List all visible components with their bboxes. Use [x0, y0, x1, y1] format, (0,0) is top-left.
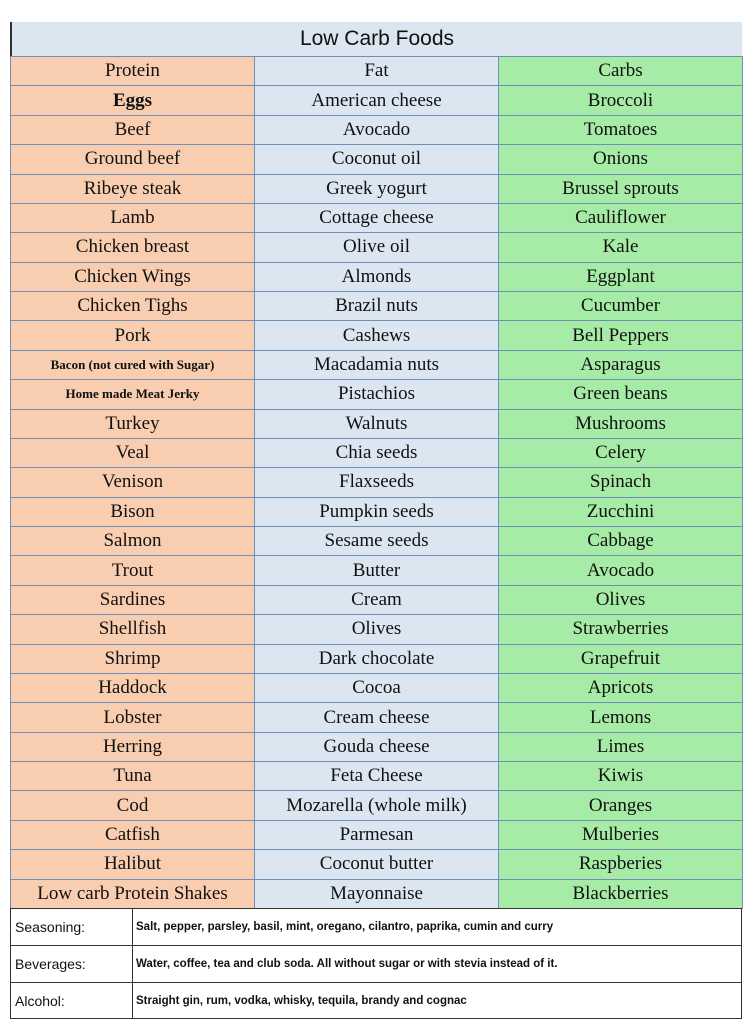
table-cell: Cucumber — [498, 291, 743, 322]
table-cell: American cheese — [254, 85, 499, 116]
table-cell: Avocado — [498, 555, 743, 586]
footer-text: Straight gin, rum, vodka, whisky, tequil… — [132, 982, 742, 1019]
table-cell: Pistachios — [254, 379, 499, 410]
table-cell: Green beans — [498, 379, 743, 410]
table-cell: Herring — [10, 731, 255, 763]
table-cell: Eggs — [10, 85, 255, 116]
table-cell: Bacon (not cured with Sugar) — [10, 349, 255, 381]
table-cell: Kale — [498, 232, 743, 263]
table-cell: Cashews — [254, 320, 499, 351]
header-cell: Protein — [10, 56, 255, 87]
table-cell: Brazil nuts — [254, 291, 499, 322]
table-cell: Cream — [254, 584, 499, 616]
table-cell: Broccoli — [498, 85, 743, 116]
table-cell: Home made Meat Jerky — [10, 379, 255, 410]
table-cell: Brussel sprouts — [498, 173, 743, 204]
table-cell: Parmesan — [254, 819, 499, 851]
table-cell: Halibut — [10, 849, 255, 880]
table-cell: Bell Peppers — [498, 320, 743, 351]
table-cell: Olives — [254, 614, 499, 645]
table-cell: Onions — [498, 144, 743, 175]
footer-label: Beverages: — [10, 945, 133, 983]
table-cell: Trout — [10, 555, 255, 586]
table-cell: Tuna — [10, 761, 255, 792]
table-cell: Avocado — [254, 114, 499, 146]
table-cell: Olive oil — [254, 232, 499, 263]
table-cell: Pumpkin seeds — [254, 496, 499, 528]
table-cell: Limes — [498, 731, 743, 763]
table-cell: Lemons — [498, 702, 743, 733]
table-cell: Chia seeds — [254, 437, 499, 469]
table-cell: Ground beef — [10, 144, 255, 175]
table-cell: Mozarella (whole milk) — [254, 790, 499, 821]
table-cell: Olives — [498, 584, 743, 616]
table-cell: Strawberries — [498, 614, 743, 645]
table-cell: Cabbage — [498, 526, 743, 557]
header-cell: Carbs — [498, 56, 743, 87]
footer-label: Alcohol: — [10, 982, 133, 1019]
footer-text: Water, coffee, tea and club soda. All wi… — [132, 945, 742, 983]
table-cell: Chicken breast — [10, 232, 255, 263]
table-cell: Pork — [10, 320, 255, 351]
table-cell: Oranges — [498, 790, 743, 821]
table-cell: Ribeye steak — [10, 173, 255, 204]
table-cell: Raspberies — [498, 849, 743, 880]
table-cell: Turkey — [10, 408, 255, 439]
table-cell: Spinach — [498, 467, 743, 498]
table-cell: Almonds — [254, 261, 499, 293]
table-cell: Cottage cheese — [254, 202, 499, 234]
table-cell: Sardines — [10, 584, 255, 616]
table-cell: Cream cheese — [254, 702, 499, 733]
title: Low Carb Foods — [10, 22, 742, 56]
table-cell: Chicken Tighs — [10, 291, 255, 322]
table-cell: Haddock — [10, 672, 255, 704]
table-cell: Coconut butter — [254, 849, 499, 880]
table-cell: Low carb Protein Shakes — [10, 878, 255, 909]
table-cell: Celery — [498, 437, 743, 469]
table-cell: Chicken Wings — [10, 261, 255, 293]
table-cell: Zucchini — [498, 496, 743, 528]
table-cell: Mayonnaise — [254, 878, 499, 909]
footer-text: Salt, pepper, parsley, basil, mint, oreg… — [132, 908, 742, 946]
table-cell: Feta Cheese — [254, 761, 499, 792]
table-cell: Coconut oil — [254, 144, 499, 175]
table-cell: Shellfish — [10, 614, 255, 645]
table-cell: Flaxseeds — [254, 467, 499, 498]
table-cell: Cauliflower — [498, 202, 743, 234]
table-cell: Mulberies — [498, 819, 743, 851]
footer-label: Seasoning: — [10, 908, 133, 946]
table-cell: Veal — [10, 437, 255, 469]
table-cell: Macadamia nuts — [254, 349, 499, 381]
table-cell: Gouda cheese — [254, 731, 499, 763]
table-cell: Asparagus — [498, 349, 743, 381]
table-cell: Eggplant — [498, 261, 743, 293]
table-cell: Bison — [10, 496, 255, 528]
table-cell: Beef — [10, 114, 255, 146]
table-cell: Cocoa — [254, 672, 499, 704]
table-cell: Greek yogurt — [254, 173, 499, 204]
table-cell: Shrimp — [10, 643, 255, 674]
table-cell: Grapefruit — [498, 643, 743, 674]
header-cell: Fat — [254, 56, 499, 87]
table-cell: Venison — [10, 467, 255, 498]
table-cell: Apricots — [498, 672, 743, 704]
table-cell: Walnuts — [254, 408, 499, 439]
table-cell: Kiwis — [498, 761, 743, 792]
table-cell: Blackberries — [498, 878, 743, 909]
table-cell: Mushrooms — [498, 408, 743, 439]
table-cell: Butter — [254, 555, 499, 586]
table-cell: Tomatoes — [498, 114, 743, 146]
table-cell: Lamb — [10, 202, 255, 234]
table-cell: Lobster — [10, 702, 255, 733]
table-cell: Catfish — [10, 819, 255, 851]
table-cell: Sesame seeds — [254, 526, 499, 557]
table-cell: Cod — [10, 790, 255, 821]
table-cell: Dark chocolate — [254, 643, 499, 674]
table-cell: Salmon — [10, 526, 255, 557]
